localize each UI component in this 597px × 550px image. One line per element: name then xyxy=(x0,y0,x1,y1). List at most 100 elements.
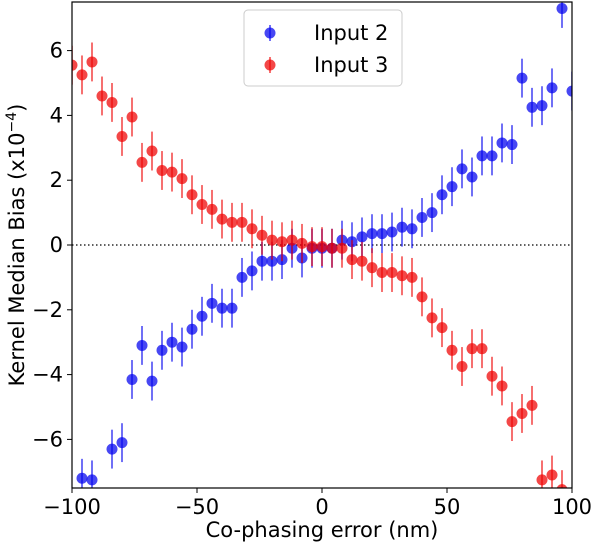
data-point xyxy=(236,271,248,283)
x-tick-label: 50 xyxy=(434,495,461,519)
data-point xyxy=(256,255,268,267)
legend-label-input-2: Input 2 xyxy=(314,21,388,45)
data-point xyxy=(126,111,138,123)
data-point xyxy=(406,271,418,283)
data-point xyxy=(316,241,328,253)
data-point xyxy=(326,242,338,254)
data-point xyxy=(216,213,228,225)
data-point xyxy=(436,322,448,334)
data-point xyxy=(116,437,128,449)
data-point xyxy=(156,344,168,356)
y-tick-label: 2 xyxy=(50,168,63,192)
data-point xyxy=(466,343,478,355)
data-point xyxy=(266,255,278,267)
data-point xyxy=(526,101,538,113)
data-point xyxy=(456,361,468,372)
data-point xyxy=(166,166,178,178)
data-point xyxy=(476,343,488,355)
data-point xyxy=(206,297,218,309)
plot-frame xyxy=(71,1,573,489)
data-point xyxy=(72,59,78,71)
data-point xyxy=(286,234,298,246)
data-point xyxy=(386,267,398,279)
data-point xyxy=(496,380,508,392)
data-point xyxy=(196,310,208,322)
data-point xyxy=(186,323,198,335)
data-point xyxy=(356,255,368,267)
data-point xyxy=(246,223,258,235)
data-point xyxy=(146,375,158,387)
x-tick-label: −50 xyxy=(175,495,219,519)
data-point xyxy=(446,344,458,356)
data-point xyxy=(176,173,188,185)
data-point xyxy=(366,228,378,240)
data-point xyxy=(526,399,538,411)
data-point xyxy=(226,216,238,228)
y-axis-label-exponent: −4 xyxy=(4,112,20,133)
data-point xyxy=(126,373,138,385)
data-point xyxy=(446,181,458,193)
y-tick-label: 0 xyxy=(50,233,63,257)
data-point xyxy=(516,407,528,419)
data-point xyxy=(306,241,318,253)
x-tick-label: 0 xyxy=(315,495,328,519)
data-point xyxy=(186,189,198,201)
legend-box xyxy=(243,9,403,87)
data-point xyxy=(166,336,178,348)
y-tick-label: 4 xyxy=(50,103,63,127)
y-tick-label: 6 xyxy=(50,39,63,63)
data-point xyxy=(76,472,88,484)
data-point xyxy=(256,229,268,241)
data-point xyxy=(376,267,388,279)
data-point xyxy=(296,237,308,249)
data-point xyxy=(496,137,508,149)
y-axis-ticks: −6 −4 −2 0 2 4 6 xyxy=(32,39,72,451)
data-point xyxy=(476,150,488,162)
data-point xyxy=(136,156,148,168)
data-point xyxy=(86,474,98,486)
data-point xyxy=(486,370,498,382)
data-point xyxy=(536,100,548,112)
y-tick-label: −2 xyxy=(32,298,63,322)
data-point xyxy=(426,207,438,219)
data-point xyxy=(336,242,348,254)
data-point xyxy=(506,139,518,151)
data-point xyxy=(246,265,258,277)
data-point xyxy=(276,236,288,248)
data-point xyxy=(536,474,548,486)
x-axis-ticks: −100 −50 0 50 100 xyxy=(43,488,592,519)
data-point xyxy=(96,90,108,102)
data-point xyxy=(176,341,188,353)
data-point xyxy=(106,443,118,455)
data-point xyxy=(406,223,418,235)
data-point xyxy=(196,199,208,210)
data-point xyxy=(146,145,158,157)
data-point xyxy=(556,2,568,14)
data-point xyxy=(516,72,528,84)
data-point xyxy=(396,270,408,282)
data-point xyxy=(416,211,428,223)
data-point xyxy=(76,69,88,81)
data-point xyxy=(416,291,428,303)
data-point xyxy=(266,234,278,246)
data-point xyxy=(376,228,388,240)
data-point xyxy=(366,262,378,274)
y-axis-label-close: ) xyxy=(5,104,29,112)
y-axis-label-main: Kernel Median Bias (x10 xyxy=(5,133,29,387)
x-tick-label: 100 xyxy=(552,495,592,519)
legend-marker-input-3 xyxy=(264,59,276,71)
y-tick-label: −4 xyxy=(32,363,63,387)
legend: Input 2 Input 3 xyxy=(243,9,403,87)
x-axis-label: Co-phasing error (nm) xyxy=(206,518,439,542)
series-layer xyxy=(72,2,572,488)
legend-marker-input-2 xyxy=(264,27,276,39)
series-input-3 xyxy=(72,42,568,488)
data-point xyxy=(546,82,558,94)
x-tick-label: −100 xyxy=(43,495,101,519)
data-point xyxy=(86,56,98,68)
data-point xyxy=(106,96,118,108)
data-point xyxy=(206,203,218,215)
data-point xyxy=(136,339,148,351)
